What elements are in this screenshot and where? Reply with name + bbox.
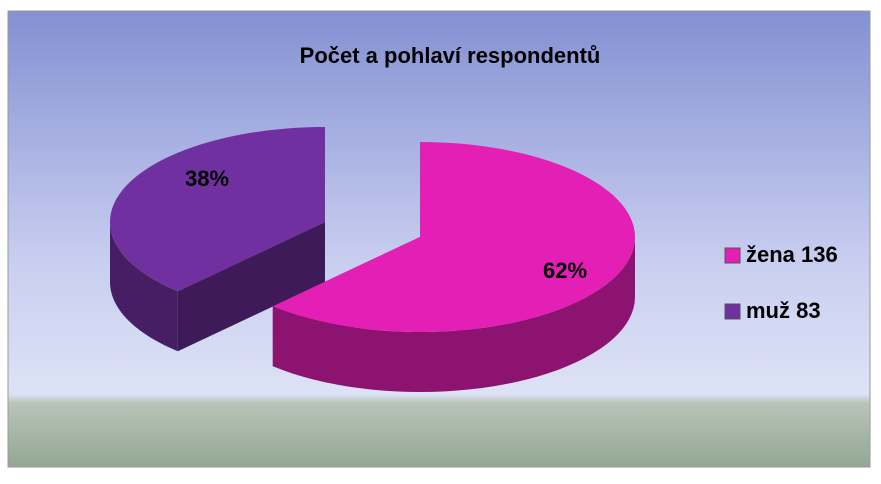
slice-side: [110, 222, 178, 352]
legend-swatch: [724, 247, 741, 264]
chart-title: Počet a pohlaví respondentů: [300, 43, 601, 68]
slice: [110, 127, 325, 292]
slice: [272, 142, 635, 332]
slice-cut-face: [177, 222, 325, 352]
legend-label: žena 136: [746, 242, 838, 267]
legend-swatch: [724, 303, 741, 320]
data-label: 38%: [185, 166, 229, 191]
legend-label: muž 83: [746, 298, 821, 323]
data-label: 62%: [543, 258, 587, 283]
slice-side: [272, 237, 635, 392]
